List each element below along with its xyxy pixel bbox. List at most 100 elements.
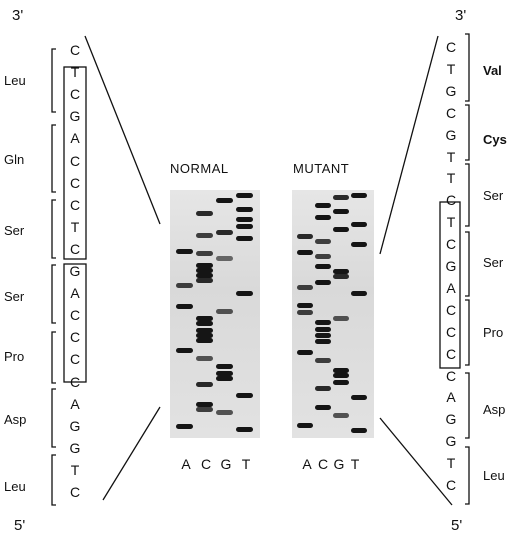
- base-letter: G: [445, 411, 457, 428]
- codon-label: Ser: [483, 188, 504, 203]
- gel-band: [216, 410, 233, 415]
- gel-band: [216, 309, 233, 314]
- gel-band: [351, 291, 367, 296]
- base-letter: T: [446, 455, 456, 472]
- gel-band: [315, 386, 331, 391]
- gel-band: [333, 380, 349, 385]
- gel-band: [333, 195, 349, 200]
- gel-band: [196, 382, 213, 387]
- gel-band: [196, 407, 213, 412]
- codon-label: Pro: [4, 349, 25, 364]
- gel-band: [315, 254, 331, 259]
- right-bracket-2: [465, 104, 470, 161]
- gel-band: [315, 327, 331, 332]
- gel-band: [351, 193, 367, 198]
- gel-band: [315, 339, 331, 344]
- gel-band: [315, 358, 331, 363]
- base-letter: C: [69, 196, 81, 213]
- gel-band: [176, 424, 193, 429]
- right-5-prime-label: 5': [451, 517, 463, 534]
- codon-label: Ser: [483, 255, 504, 270]
- base-letter: C: [445, 301, 457, 318]
- gel-band: [236, 427, 253, 432]
- gel-band: [196, 278, 213, 283]
- base-letter: T: [446, 170, 456, 187]
- base-letter: G: [69, 108, 81, 125]
- gel-band: [196, 211, 213, 216]
- gel-band: [333, 373, 349, 378]
- left-bracket-4: [51, 264, 56, 324]
- gel-band: [297, 303, 313, 308]
- gel-band: [236, 193, 253, 198]
- base-letter: C: [445, 323, 457, 340]
- gel-band: [351, 395, 367, 400]
- gel-band: [176, 249, 193, 254]
- gel-band: [315, 280, 331, 285]
- codon-label: Ser: [4, 223, 25, 238]
- codon-label: Pro: [483, 325, 504, 340]
- mutant-gel-image: [292, 190, 374, 438]
- left-box-2: [63, 263, 87, 383]
- left-bracket-1: [51, 48, 56, 113]
- mutant-gel-bands: [297, 193, 367, 433]
- codon-label: Val: [483, 63, 502, 78]
- base-letter: G: [69, 417, 81, 434]
- lane-label: G: [220, 456, 232, 472]
- right-bracket-4: [465, 231, 470, 297]
- lane-label: A: [302, 456, 312, 472]
- gel-band: [196, 402, 213, 407]
- gel-band: [196, 321, 213, 326]
- left-box-1: [63, 66, 87, 260]
- base-letter: C: [69, 351, 81, 368]
- gel-band: [216, 198, 233, 203]
- gel-band: [176, 283, 193, 288]
- gel-band: [236, 217, 253, 222]
- gel-band: [196, 268, 213, 273]
- base-letter: C: [69, 174, 81, 191]
- gel-band: [236, 224, 253, 229]
- base-letter: C: [445, 104, 457, 121]
- right-3-prime-label: 3': [455, 7, 467, 24]
- gel-band: [176, 348, 193, 353]
- codon-label: Gln: [4, 152, 25, 167]
- base-letter: C: [69, 329, 81, 346]
- gel-band: [297, 250, 313, 255]
- base-letter: A: [70, 285, 80, 302]
- gel-band: [236, 236, 253, 241]
- base-letter: G: [69, 263, 81, 279]
- base-letter: G: [445, 126, 457, 143]
- base-letter: A: [446, 279, 456, 296]
- base-letter: G: [445, 433, 457, 450]
- right-bracket-5: [465, 299, 470, 366]
- left-connector-bottom: [102, 406, 161, 501]
- base-letter: C: [69, 152, 81, 169]
- gel-band: [333, 209, 349, 214]
- gel-band: [351, 428, 367, 433]
- gel-band: [216, 230, 233, 235]
- base-letter: G: [445, 258, 457, 274]
- mutant-gel-title: MUTANT: [293, 161, 350, 176]
- gel-band: [333, 368, 349, 373]
- gel-band: [297, 423, 313, 428]
- lane-label: T: [241, 456, 251, 472]
- codon-label: Leu: [4, 479, 26, 494]
- base-letter: T: [446, 60, 456, 77]
- base-letter: G: [445, 82, 457, 99]
- base-letter: C: [445, 236, 457, 253]
- base-letter: G: [69, 439, 81, 456]
- gel-band: [351, 242, 367, 247]
- gel-band: [315, 320, 331, 325]
- gel-band: [315, 215, 331, 220]
- gel-band: [176, 304, 193, 309]
- right-bracket-1: [465, 33, 470, 102]
- left-connector-top: [84, 35, 161, 225]
- codon-label: Cys: [483, 132, 507, 147]
- gel-band: [196, 356, 213, 361]
- right-bracket-3: [465, 163, 470, 227]
- codon-label: Ser: [4, 289, 25, 304]
- right-bracket-6: [465, 372, 470, 439]
- normal-gel-image: [170, 190, 260, 438]
- right-connector-bottom: [379, 417, 453, 506]
- left-bracket-7: [51, 454, 56, 506]
- base-letter: T: [446, 148, 456, 165]
